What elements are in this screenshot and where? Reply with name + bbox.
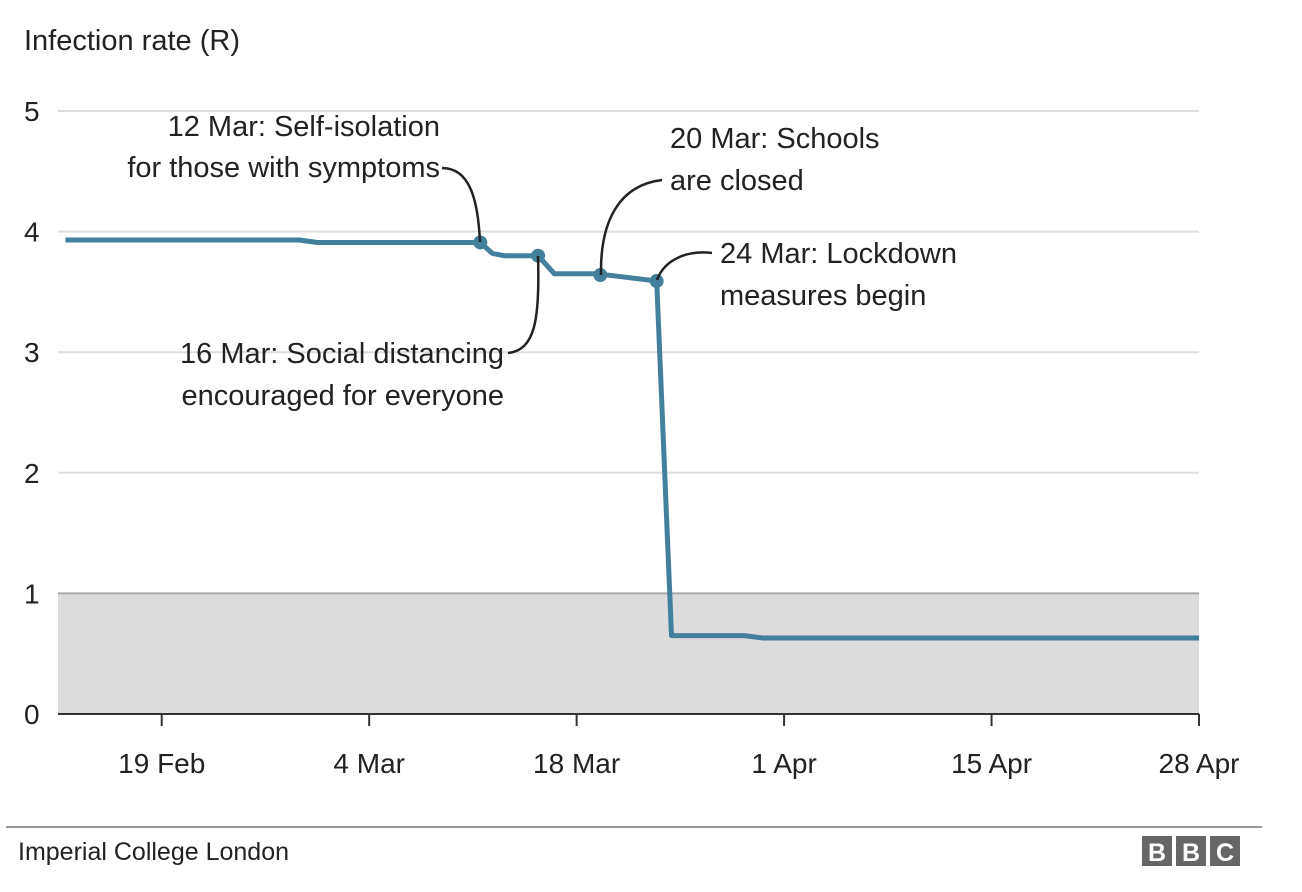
bbc-logo: B B C (1142, 836, 1240, 867)
event-marker (649, 274, 664, 289)
x-tick-label: 4 Mar (333, 748, 405, 779)
annotation-20-mar-line2: are closed (670, 165, 804, 197)
x-tick-label: 28 Apr (1159, 748, 1240, 779)
source-label: Imperial College London (18, 838, 289, 866)
y-tick-label: 3 (24, 337, 40, 368)
annotation-12-mar-line2: for those with symptoms (127, 152, 440, 184)
annotation-24-mar-line1: 24 Mar: Lockdown (720, 238, 957, 270)
event-marker (593, 268, 608, 283)
callout-line-16-mar (507, 255, 540, 355)
svg-text:B: B (1148, 839, 1166, 867)
y-tick-label: 2 (24, 458, 40, 489)
y-tick-label: 4 (24, 217, 40, 248)
event-marker (473, 235, 488, 250)
annotation-24-mar-line2: measures begin (720, 280, 926, 312)
callout-line-12-mar (441, 166, 482, 243)
x-tick-label: 1 Apr (751, 748, 816, 779)
callout-line-20-mar (599, 178, 663, 276)
annotation-16-mar-line2: encouraged for everyone (182, 380, 504, 412)
x-tick-label: 18 Mar (533, 748, 620, 779)
annotation-16-mar-line1: 16 Mar: Social distancing (180, 338, 504, 370)
x-tick-label: 19 Feb (118, 748, 205, 779)
annotation-12-mar-line1: 12 Mar: Self-isolation (168, 111, 440, 143)
y-tick-label: 0 (24, 699, 40, 730)
y-axis-label: Infection rate (R) (24, 25, 240, 57)
annotation-20-mar-line1: 20 Mar: Schools (670, 123, 880, 155)
y-tick-label: 5 (24, 96, 40, 127)
x-tick-label: 15 Apr (951, 748, 1032, 779)
y-tick-label: 1 (24, 578, 40, 609)
svg-text:B: B (1182, 839, 1200, 867)
event-marker (531, 248, 546, 263)
r-value-line (65, 237, 1199, 641)
svg-text:C: C (1216, 839, 1234, 867)
below-one-shaded-region (58, 593, 1199, 714)
callout-line-24-mar (655, 251, 713, 281)
